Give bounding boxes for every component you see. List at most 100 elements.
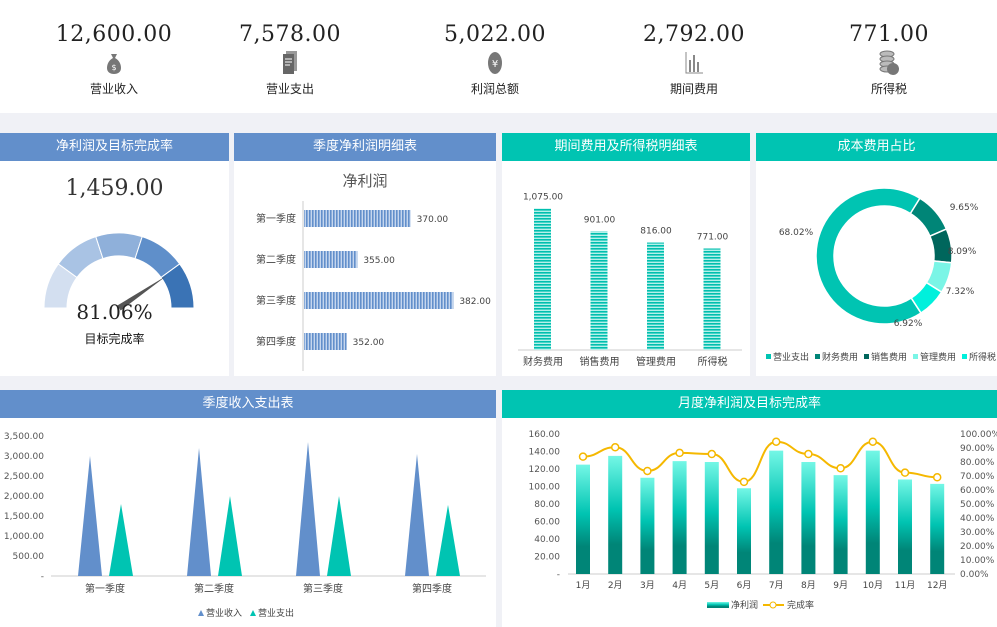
gauge-segment: [160, 263, 195, 309]
legend-label: 净利润: [731, 599, 758, 611]
month-label: 8月: [801, 580, 816, 591]
y-tick-label: 160.00: [529, 430, 561, 440]
y-tick-label: 100.00: [529, 483, 561, 493]
quarter-profit-panel: 季度净利润明细表 净利润 第一季度 370.00 第二季度 355.00 第三季度 382…: [234, 133, 496, 376]
slice-label: 68.02%: [779, 228, 814, 238]
slice-label: 7.32%: [946, 287, 975, 297]
panel-title: 季度收入支出表: [0, 390, 496, 418]
kpi-label: 利润总额: [470, 82, 519, 96]
kpi-value: 5,022.00: [444, 22, 546, 47]
y2-tick-label: 90.00%: [960, 444, 995, 454]
document-icon: [210, 50, 370, 76]
rate-point: [836, 464, 845, 473]
triangle-bar: [78, 456, 102, 576]
y-tick-label: 3,000.00: [4, 452, 44, 462]
kpi-label: 所得税: [870, 82, 907, 96]
gauge-segment: [95, 232, 143, 260]
kpi-label: 期间费用: [669, 82, 718, 96]
month-label: 5月: [704, 580, 719, 591]
rate-point: [610, 443, 620, 452]
y-tick-label: 40.00: [534, 535, 560, 545]
slice-label: 9.65%: [950, 203, 979, 213]
month-label: 3月: [640, 580, 655, 591]
month-label: 2月: [608, 580, 623, 591]
data-label: 382.00: [459, 297, 491, 307]
completion-rate-label: 目标完成率: [84, 332, 145, 346]
y2-tick-label: 50.00%: [960, 500, 995, 510]
slice-label: 8.09%: [948, 247, 977, 257]
legend-triangle-icon: [250, 610, 256, 616]
month-label: 4月: [672, 580, 687, 591]
y-tick-label: 140.00: [529, 448, 561, 458]
rate-line: [582, 440, 938, 483]
kpi-value: 2,792.00: [643, 22, 745, 47]
kpi-value: 7,578.00: [239, 22, 341, 47]
panel-title: 成本费用占比: [756, 133, 997, 161]
data-label: 816.00: [640, 227, 672, 237]
bar: [304, 292, 454, 309]
gauge-chart: [43, 232, 195, 311]
data-label: 355.00: [363, 256, 395, 266]
bar: [304, 333, 347, 350]
rate-point: [707, 449, 717, 459]
legend-label: 销售费用: [871, 351, 907, 363]
category-label: 第二季度: [256, 253, 296, 266]
kpi-value: 12,600.00: [55, 22, 173, 47]
y-tick-label: 120.00: [529, 465, 561, 475]
y-tick-label: 1,500.00: [4, 512, 44, 522]
rate-point: [932, 473, 942, 482]
legend-swatch: [815, 354, 820, 359]
triangle-bar: [327, 496, 351, 576]
category-label: 管理费用: [636, 355, 676, 368]
bar: [737, 488, 751, 574]
cost-share-panel: 成本费用占比 68.02% 9.65% 8.09% 7.32% 6.92% 营业支出 财务费…: [756, 133, 997, 376]
bar: [801, 462, 816, 574]
triangle-bar: [296, 442, 320, 576]
category-label: 所得税: [698, 355, 728, 368]
legend-label: 营业收入: [206, 607, 242, 619]
legend-triangle-icon: [198, 610, 204, 616]
triangle-bar: [109, 504, 133, 576]
month-label: 1月: [576, 580, 591, 591]
kpi-label: 营业支出: [265, 82, 314, 96]
legend-swatch: [962, 354, 967, 359]
legend-label: 所得税: [969, 351, 996, 363]
bar: [590, 231, 608, 350]
bar: [576, 464, 590, 574]
month-label: 6月: [737, 580, 752, 591]
y-tick-label: -: [41, 572, 44, 582]
slice-label: 6.92%: [894, 319, 923, 329]
rate-point: [739, 477, 749, 487]
category-label: 第三季度: [256, 294, 296, 307]
y2-tick-label: 70.00%: [960, 472, 995, 482]
bar: [647, 242, 664, 350]
data-label: 352.00: [353, 338, 385, 348]
y-tick-label: 1,000.00: [4, 532, 44, 542]
kpi-income-tax: 771.00 所得税: [809, 22, 969, 97]
y-tick-label: 60.00: [534, 518, 560, 528]
rate-point: [578, 452, 588, 461]
legend-swatch: [766, 354, 771, 359]
category-label: 第三季度: [303, 582, 343, 595]
quarter-income-chart: 3,500.00 3,000.00 2,500.00 2,000.00 1,500.00…: [4, 432, 486, 619]
month-label: 12月: [927, 580, 947, 591]
expense-detail-chart: 1,075.00 财务费用 901.00 销售费用 816.00 管理费用 771.00 所得…: [518, 192, 742, 368]
chart-subtitle: 净利润: [342, 172, 388, 190]
svg-text:¥: ¥: [492, 59, 498, 70]
triangle-bar: [187, 448, 211, 576]
money-bag-icon: $: [34, 50, 194, 76]
bar: [703, 248, 721, 350]
category-label: 销售费用: [580, 355, 620, 368]
triangle-bar: [405, 454, 429, 576]
legend-label: 营业支出: [773, 351, 809, 363]
bar: [833, 475, 848, 574]
svg-text:$: $: [111, 63, 116, 72]
rate-point: [804, 449, 813, 459]
bar: [304, 210, 411, 227]
kpi-revenue: 12,600.00 $ 营业收入: [34, 22, 194, 97]
bar: [608, 455, 623, 574]
kpi-strip: 12,600.00 $ 营业收入 7,578.00 营业支出 5,022.00 ¥ 利润总…: [0, 0, 997, 113]
legend-swatch: [707, 602, 729, 608]
legend-label: 营业支出: [258, 607, 294, 619]
month-label: 11月: [895, 580, 915, 591]
